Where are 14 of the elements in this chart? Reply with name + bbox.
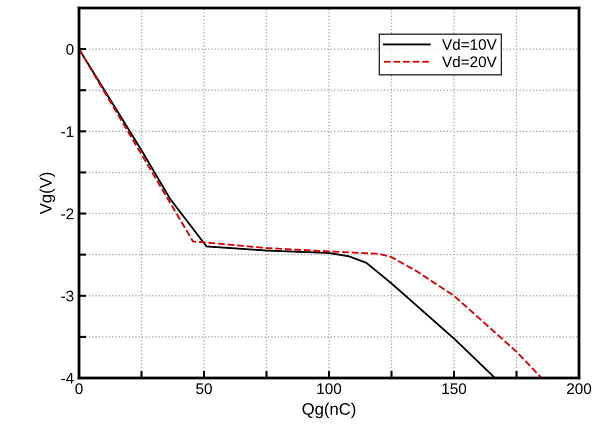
legend-label: Vd=10V [442, 38, 497, 50]
x-tick-label: 50 [196, 383, 212, 394]
x-tick-label: 0 [75, 383, 83, 394]
x-tick-label: 150 [442, 383, 466, 394]
y-tick-label: 0 [66, 44, 74, 55]
x-tick-label: 200 [567, 383, 592, 394]
x-tick-label: 100 [317, 383, 342, 394]
legend-label: Vd=20V [442, 56, 497, 68]
y-tick-label: -3 [61, 290, 74, 302]
y-tick-label: -1 [61, 126, 74, 137]
y-axis-title: Vg(V) [39, 172, 55, 214]
x-axis-title: Qg(nC) [302, 402, 356, 418]
y-tick-label: -4 [61, 373, 74, 384]
y-tick-label: -2 [61, 208, 74, 220]
